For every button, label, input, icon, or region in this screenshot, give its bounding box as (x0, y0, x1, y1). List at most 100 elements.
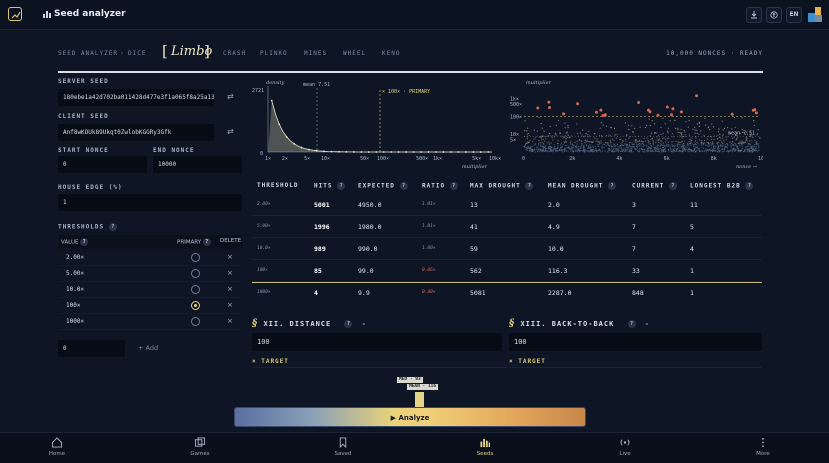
density-line (271, 100, 492, 153)
cell-expected: 99.0 (358, 267, 374, 275)
scatter-y-tick: 10× (510, 132, 519, 138)
density-point (479, 151, 482, 153)
primary-radio[interactable] (191, 269, 200, 278)
b2b-target: × TARGET (509, 358, 546, 365)
tab-limbo[interactable]: Limbo (171, 44, 213, 59)
table-row: 100× 85 99.0 0.86× 562 116.3 33 1 (252, 260, 762, 282)
nav-saved[interactable]: Saved (313, 437, 373, 457)
density-point (338, 150, 340, 153)
nav-label: More (756, 451, 770, 457)
tab-seed-analyzer[interactable]: SEED ANALYZER (58, 50, 118, 57)
density-point (457, 151, 460, 153)
help-icon[interactable]: ? (525, 182, 534, 190)
primary-radio[interactable] (191, 301, 200, 310)
cell-ratio: 1.00× (422, 246, 436, 251)
server-seed-input[interactable]: 180ebe1a42d702ba011428d477e3f1a065f8a25a… (58, 89, 214, 106)
help-icon[interactable]: ? (344, 320, 353, 328)
tab-keno[interactable]: KENO (382, 50, 401, 57)
scatter-y-tick: 500× (510, 102, 522, 108)
tab-dice[interactable]: DICE (128, 50, 147, 57)
primary-radio[interactable] (191, 285, 200, 294)
threshold-value[interactable]: 2.00× (66, 254, 85, 261)
scatter-points (523, 94, 761, 153)
scatter-x-tick: 0 (522, 156, 525, 162)
help-icon[interactable]: ? (627, 320, 636, 328)
analyze-button[interactable]: ▶ Analyze (234, 407, 586, 427)
column-header: HITS ? (314, 182, 346, 190)
client-seed-input[interactable]: Anf8wKOUk89Ukqt0ZwlobKGGRy3Gfk (58, 124, 214, 141)
delete-icon[interactable]: × (227, 317, 233, 325)
threshold-value[interactable]: 1000× (66, 318, 85, 325)
help-icon[interactable]: ? (745, 182, 754, 190)
delete-icon[interactable]: × (227, 301, 233, 309)
b2b-input[interactable]: 100 (509, 333, 762, 351)
density-point (405, 151, 408, 153)
density-x-tick: 2× (282, 156, 288, 162)
start-nonce-input[interactable]: 0 (58, 156, 147, 173)
density-point (278, 123, 281, 126)
density-point (412, 151, 415, 153)
nav-games[interactable]: Games (170, 437, 230, 457)
section-mark-icon: § (252, 318, 259, 329)
bookmark-icon (339, 437, 347, 448)
tab-crash[interactable]: CRASH (223, 50, 247, 57)
download-button[interactable] (746, 7, 762, 23)
help-icon[interactable]: ? (80, 238, 89, 246)
drought-marker (415, 392, 424, 407)
end-nonce-input[interactable]: 10000 (153, 156, 242, 173)
column-header: LONGEST B2B ? (690, 182, 754, 190)
help-icon[interactable]: ? (108, 223, 117, 231)
app-logo[interactable] (8, 7, 22, 21)
help-icon[interactable]: ? (202, 238, 211, 246)
col-value: VALUE ? (61, 238, 89, 246)
cell-current: 848 (632, 289, 644, 297)
scatter-x-tick: 4k (616, 156, 622, 162)
delete-icon[interactable]: × (227, 269, 233, 277)
language-button[interactable]: EN (786, 7, 802, 23)
cell-mean-drought: 2.0 (548, 201, 560, 209)
cell-longest: 11 (690, 201, 698, 209)
new-threshold-input[interactable]: 0 (58, 340, 125, 357)
nav-live[interactable]: Live (595, 437, 655, 457)
density-x-tick: 5× (304, 156, 310, 162)
nav-more[interactable]: More (733, 437, 793, 457)
density-x-tick: 50× (360, 156, 369, 162)
help-icon[interactable]: ? (399, 182, 408, 190)
nav-home[interactable]: Home (27, 437, 87, 457)
more-icon (762, 437, 764, 448)
threshold-value[interactable]: 5.00× (66, 270, 85, 277)
house-edge-input[interactable]: 1 (58, 194, 242, 211)
density-point (464, 151, 467, 153)
tab-plinko[interactable]: PLINKO (260, 50, 288, 57)
delete-icon[interactable]: × (227, 253, 233, 261)
distance-title: § XII. DISTANCE ? - (252, 318, 367, 329)
house-edge-label: HOUSE EDGE (%) (58, 184, 123, 191)
shuffle-server-icon[interactable]: ⇄ (227, 92, 234, 101)
threshold-row: 100× × (58, 298, 242, 314)
column-header: MEAN DROUGHT ? (548, 182, 616, 190)
primary-radio[interactable] (191, 317, 200, 326)
avatar[interactable] (808, 7, 824, 23)
primary-radio[interactable] (191, 253, 200, 262)
cell-expected: 9.9 (358, 289, 370, 297)
distance-input[interactable]: 100 (252, 333, 502, 351)
add-threshold-button[interactable]: + Add (138, 344, 159, 352)
help-icon[interactable]: ? (607, 182, 616, 190)
bars-icon (480, 438, 491, 448)
help-icon[interactable]: ? (668, 182, 677, 190)
nav-seeds[interactable]: Seeds (455, 437, 515, 457)
shuffle-client-icon[interactable]: ⇄ (227, 127, 234, 136)
density-point (315, 149, 318, 152)
threshold-value[interactable]: 10.0× (66, 286, 85, 293)
help-icon[interactable]: ? (337, 182, 346, 190)
median-tooltip: MED · 93 (397, 377, 423, 383)
tab-mines[interactable]: MINES (304, 50, 328, 57)
export-button[interactable] (766, 7, 782, 23)
scatter-y-tick: 100× (510, 114, 522, 120)
column-header: RATIO ? (422, 182, 458, 190)
help-icon[interactable]: ? (449, 182, 458, 190)
cell-ratio: 0.40× (422, 290, 436, 295)
tab-wheel[interactable]: WHEEL (343, 50, 367, 57)
threshold-value[interactable]: 100× (66, 302, 81, 309)
delete-icon[interactable]: × (227, 285, 233, 293)
